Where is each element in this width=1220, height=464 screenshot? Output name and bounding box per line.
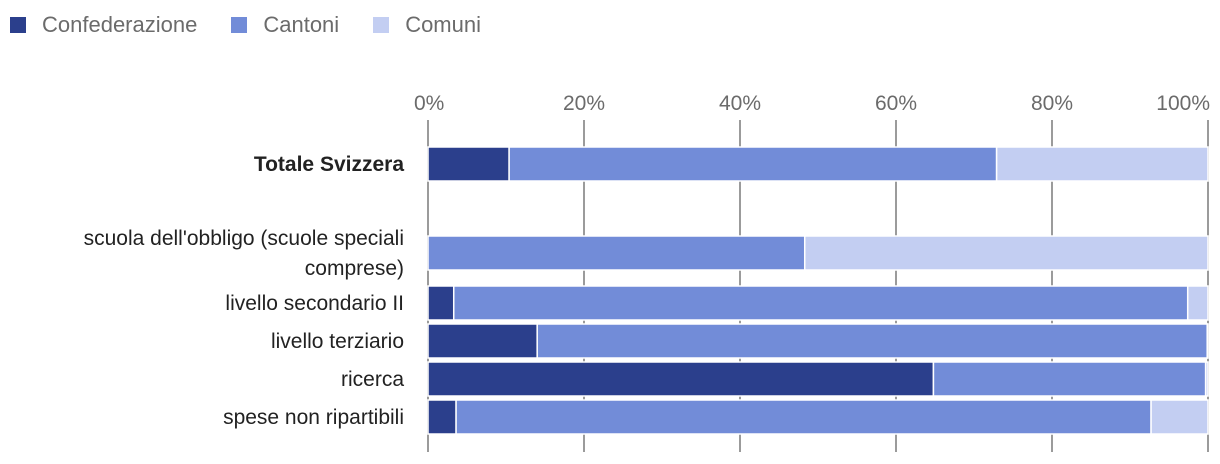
bar-segment-comuni-4[interactable] [1204,361,1209,397]
category-label: livello secondario II [225,292,404,315]
legend-label-cantoni: Cantoni [263,12,340,37]
legend-item-cantoni[interactable]: Cantoni [231,12,339,38]
bar-segment-confederazione-5[interactable] [427,399,457,435]
bar-segment-comuni-2[interactable] [1186,285,1209,321]
bar-segment-comuni-1[interactable] [803,235,1209,271]
legend-swatch-cantoni [231,17,248,33]
x-tick-label: 100% [1156,92,1210,115]
bar-segment-confederazione-3[interactable] [427,323,538,359]
bar-segment-cantoni-2[interactable] [452,285,1189,321]
category-label: scuola dell'obbligo (scuole speciali [84,227,404,250]
bar-segment-cantoni-0[interactable] [508,146,998,182]
bar-segment-cantoni-3[interactable] [536,323,1208,359]
bar-segment-cantoni-1[interactable] [427,235,806,271]
category-label: livello terziario [271,330,404,353]
bar-segment-comuni-3[interactable] [1206,323,1209,359]
legend-label-comuni: Comuni [405,12,481,37]
legend-label-confederazione: Confederazione [42,12,198,37]
x-tick-label: 0% [414,92,444,115]
legend-swatch-confederazione [10,17,26,33]
legend: Confederazione Cantoni Comuni [10,12,515,38]
legend-item-confederazione[interactable]: Confederazione [10,12,197,38]
bar-segment-cantoni-5[interactable] [455,399,1152,435]
category-label: spese non ripartibili [223,406,404,429]
x-axis-ticks: 0% 20% 40% 60% 80% 100% [414,92,1210,115]
category-labels: Totale Svizzera scuola dell'obbligo (scuo… [84,153,405,429]
x-tick-label: 40% [719,92,761,115]
bar-segment-confederazione-4[interactable] [427,361,935,397]
bar-segment-comuni-0[interactable] [995,146,1209,182]
legend-item-comuni[interactable]: Comuni [373,12,481,38]
bar-segment-cantoni-4[interactable] [932,361,1207,397]
category-label: Totale Svizzera [254,153,404,176]
x-tick-label: 60% [875,92,917,115]
bar-segment-confederazione-0[interactable] [427,146,510,182]
bar-segment-confederazione-2[interactable] [427,285,455,321]
category-label: ricerca [341,368,404,391]
x-tick-label: 80% [1031,92,1073,115]
legend-swatch-comuni [373,17,390,33]
category-label: comprese) [305,257,404,280]
x-tick-label: 20% [563,92,605,115]
bar-segment-comuni-5[interactable] [1150,399,1209,435]
bars [427,146,1209,435]
